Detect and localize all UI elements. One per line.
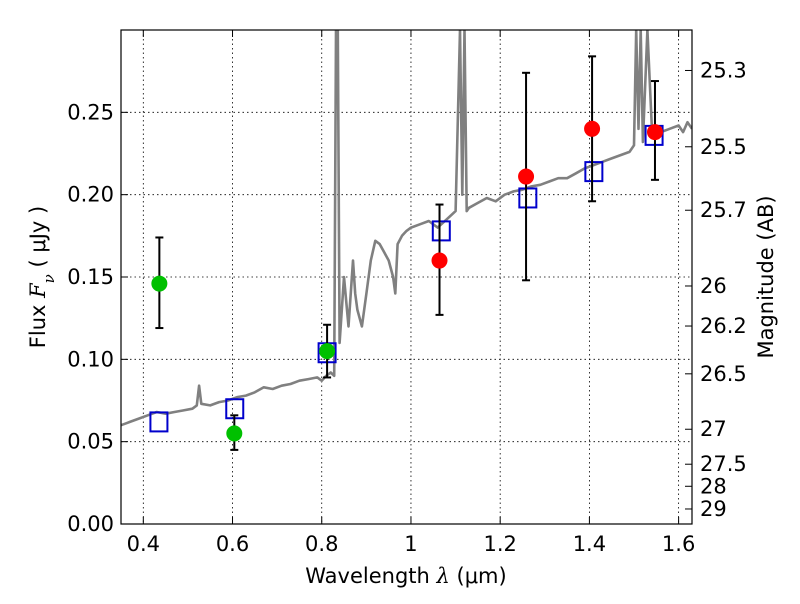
plot-area [121, 30, 692, 451]
x-axis-label: Wavelength λ (μm) [305, 564, 506, 588]
low_sn-point [319, 343, 336, 360]
axis-ticks [121, 30, 692, 525]
y2-tick-label: 29 [700, 497, 727, 521]
y-tick-label: 0.25 [67, 100, 114, 124]
y2-tick-label: 26.2 [700, 314, 747, 338]
y-tick-label: 0.05 [67, 430, 114, 454]
detection-point [646, 124, 663, 141]
y2-tick-label: 26 [700, 274, 727, 298]
y2-tick-label: 25.7 [700, 198, 747, 222]
x-tick-label: 0.4 [127, 532, 160, 556]
y-tick-label: 0.10 [67, 347, 114, 371]
grid [121, 30, 692, 525]
y-tick-label: 0.15 [67, 265, 114, 289]
y2-tick-label: 25.5 [700, 135, 747, 159]
detection-point [431, 252, 448, 269]
y2-tick-label: 25.3 [700, 58, 747, 82]
low_sn-point [226, 425, 243, 442]
model-spectrum-line [121, 30, 692, 427]
x-tick-label: 1.6 [662, 532, 695, 556]
detection-point [584, 120, 601, 137]
y2-tick-label: 28 [700, 474, 727, 498]
y-tick-label: 0.20 [67, 183, 114, 207]
synthetic-photometry-square [518, 187, 538, 209]
y2-tick-label: 27.5 [700, 452, 747, 476]
y-tick-label: 0.00 [67, 512, 114, 536]
detection-point [518, 168, 535, 185]
x-tick-label: 0.6 [216, 532, 249, 556]
synthetic-photometry-square [149, 411, 169, 433]
low_sn-point [151, 275, 168, 292]
y-axis-label: Flux Fν ( μJy ) [26, 206, 58, 348]
x-tick-label: 1 [404, 532, 417, 556]
y2-tick-label: 27 [700, 417, 727, 441]
x-tick-label: 1.4 [573, 532, 606, 556]
x-tick-label: 0.8 [305, 532, 338, 556]
synthetic-photometry-square [584, 161, 604, 183]
synthetic-photometry-square [431, 220, 451, 242]
y2-axis-label: Magnitude (AB) [754, 195, 778, 358]
x-tick-label: 1.2 [483, 532, 516, 556]
y2-tick-label: 26.5 [700, 362, 747, 386]
tick-labels: 0.4 0.6 0.8 1 1.2 1.4 1.6 0.00 0.05 0.10 0.15 0.20 0… [67, 58, 747, 556]
